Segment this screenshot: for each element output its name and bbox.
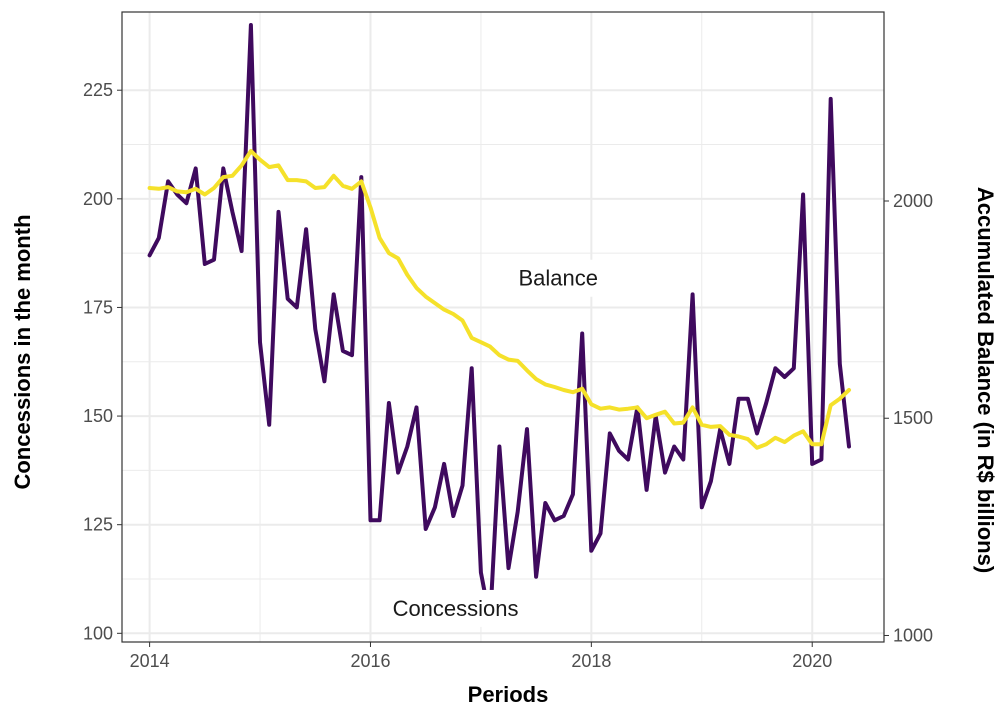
annotation-background	[384, 589, 527, 627]
annotation-text: Concessions	[393, 596, 519, 621]
annotation-label: Balance	[510, 259, 606, 297]
annotation-label: Concessions	[384, 589, 527, 627]
y-right-tick-label: 1000	[893, 625, 933, 645]
y-left-tick-label: 225	[83, 80, 113, 100]
x-tick-label: 2020	[792, 651, 832, 671]
x-tick-label: 2016	[350, 651, 390, 671]
y-left-tick-label: 175	[83, 297, 113, 317]
y-left-tick-label: 125	[83, 515, 113, 535]
annotation-text: Balance	[518, 266, 598, 291]
x-axis-title: Periods	[468, 682, 549, 707]
y-axis-left-title: Concessions in the month	[10, 214, 35, 489]
series-lines	[147, 23, 851, 623]
y-right-tick-label: 2000	[893, 191, 933, 211]
annotation-background	[510, 259, 606, 297]
series-line-concessions	[147, 23, 851, 623]
y-left-tick-label: 100	[83, 623, 113, 643]
grid-lines	[122, 12, 884, 642]
x-tick-label: 2018	[571, 651, 611, 671]
y-right-tick-label: 1500	[893, 408, 933, 428]
y-left-tick-label: 150	[83, 406, 113, 426]
plot-panel-border	[121, 11, 885, 643]
annotations: Balance Concessions	[384, 259, 606, 627]
series-line-balance	[147, 149, 851, 450]
x-tick-label: 2014	[130, 651, 170, 671]
tick-labels: 2014 2016 2018 2020 100 125 150 175 200 225 1000 15…	[83, 80, 933, 671]
y-axis-right-title: Accumulated Balance (in R$ billions)	[973, 187, 998, 573]
y-left-tick-label: 200	[83, 189, 113, 209]
